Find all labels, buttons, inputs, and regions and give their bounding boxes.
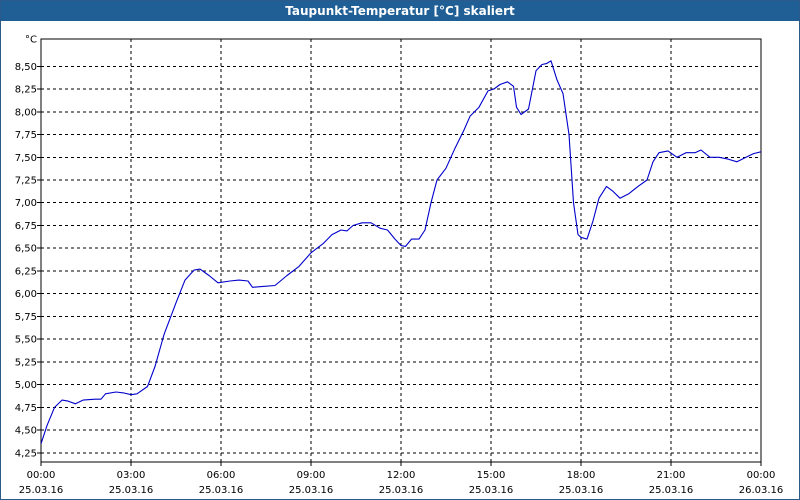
x-tick-time-label: 00:00 [27, 470, 56, 481]
x-tick-time-label: 12:00 [387, 470, 416, 481]
series-line-1 [41, 60, 761, 444]
x-tick-date-label: 25.03.16 [289, 485, 334, 496]
line-chart: 4,25 4,50 4,75 5,00 5,25 5,50 5,75 6,00 6,25 6,50… [15, 35, 784, 497]
y-tick-label: 8,00 [15, 107, 37, 118]
y-tick-label: 7,25 [15, 176, 37, 187]
y-tick-label: 5,75 [15, 312, 37, 323]
y-unit-label: °C [25, 35, 37, 46]
series-layer [41, 60, 761, 444]
x-tick-date-label: 25.03.16 [19, 485, 64, 496]
y-tick-label: 8,50 [15, 62, 37, 73]
y-tick-label: 7,50 [15, 153, 37, 164]
x-tick-time-label: 06:00 [207, 470, 236, 481]
x-tick-date-label: 25.03.16 [109, 485, 154, 496]
x-tick-time-label: 00:00 [747, 470, 776, 481]
x-tick-time-label: 21:00 [657, 470, 686, 481]
x-tick-time-label: 03:00 [117, 470, 146, 481]
y-tick-label: 7,00 [15, 198, 37, 209]
y-tick-label: 7,75 [15, 130, 37, 141]
y-tick-label: 8,25 [15, 85, 37, 96]
x-tick-time-label: 18:00 [567, 470, 596, 481]
y-tick-label: 4,75 [15, 403, 37, 414]
y-tick-label: 6,25 [15, 266, 37, 277]
y-tick-label: 4,50 [15, 426, 37, 437]
y-tick-label: 5,25 [15, 357, 37, 368]
x-tick-time-label: 15:00 [477, 470, 506, 481]
y-tick-label: 4,25 [15, 448, 37, 459]
x-tick-time-label: 09:00 [297, 470, 326, 481]
x-tick-date-label: 26.03.16 [739, 485, 784, 496]
y-tick-label: 6,75 [15, 221, 37, 232]
x-tick-date-label: 25.03.16 [649, 485, 694, 496]
y-axis: 4,25 4,50 4,75 5,00 5,25 5,50 5,75 6,00 6,25 6,50… [15, 35, 41, 459]
x-tick-date-label: 25.03.16 [199, 485, 244, 496]
y-tick-label: 5,00 [15, 380, 37, 391]
x-axis: 00:00 25.03.16 03:00 25.03.16 06:00 25.03.16 0… [19, 462, 784, 496]
chart-title: Taupunkt-Temperatur [°C] skaliert [1, 1, 799, 21]
y-tick-label: 6,00 [15, 289, 37, 300]
grid-lines [41, 39, 761, 462]
x-tick-date-label: 25.03.16 [379, 485, 424, 496]
x-tick-date-label: 25.03.16 [559, 485, 604, 496]
x-tick-date-label: 25.03.16 [469, 485, 514, 496]
y-tick-label: 5,50 [15, 335, 37, 346]
y-tick-label: 6,50 [15, 244, 37, 255]
